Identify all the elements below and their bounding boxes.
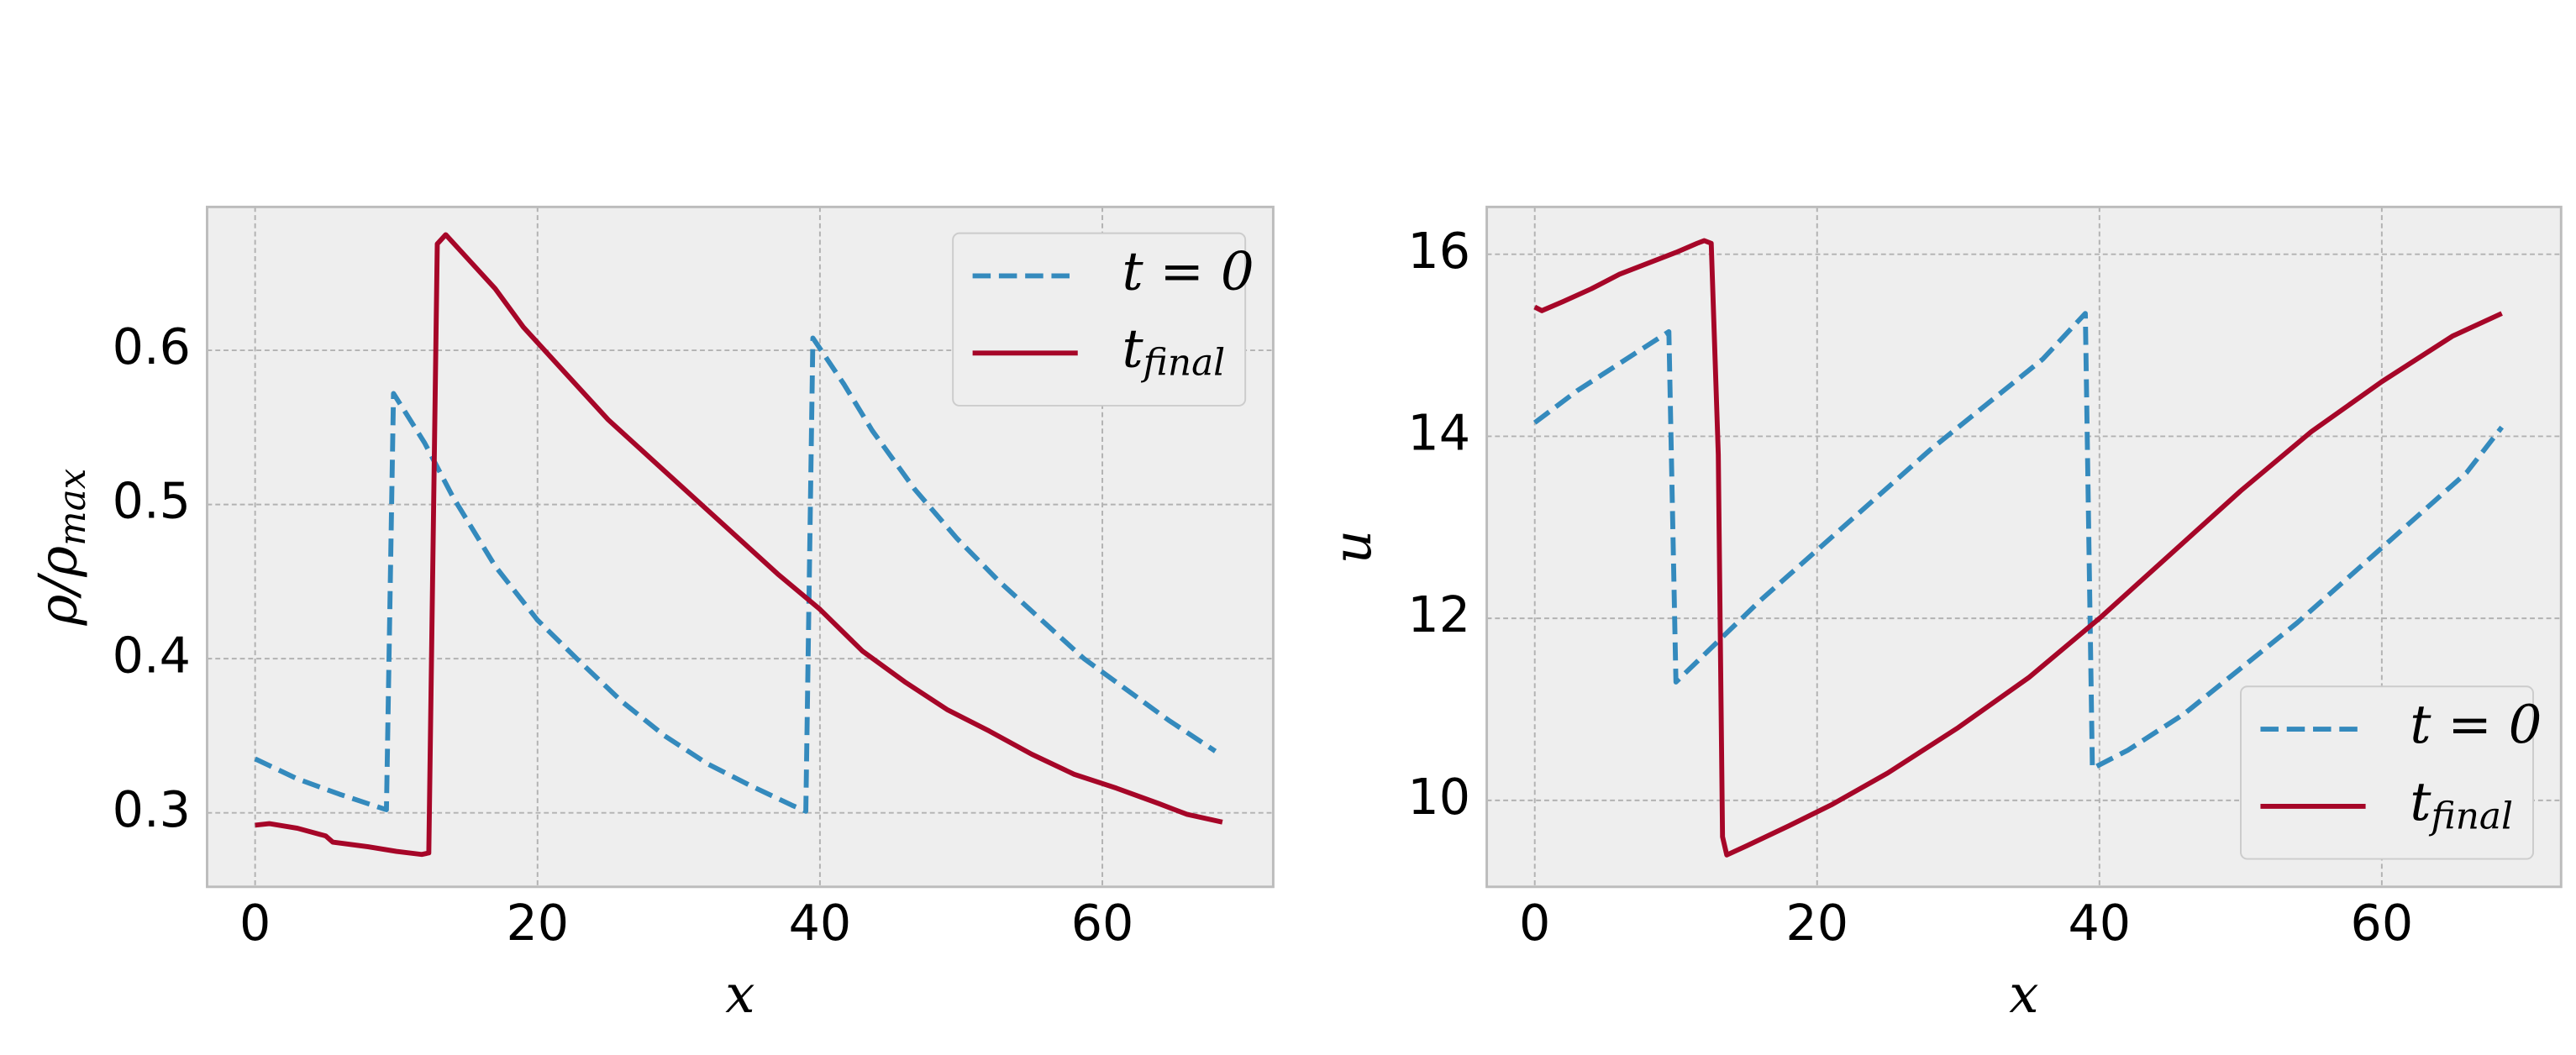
y-tick-label: 12 [1407,586,1470,643]
series-line [255,232,1223,858]
x-tick-label: 60 [2351,895,2414,952]
x-axis-label: x [725,963,754,1025]
x-tick-label: 40 [2068,895,2131,952]
y-tick-label: 0.3 [113,781,191,838]
x-axis-label: x [2009,963,2038,1025]
plot-border [1485,205,2563,889]
y-tick-label: 0.6 [113,318,191,375]
y-axis-label: ρ/ρmax [28,468,94,626]
x-tick-label: 20 [1785,895,1848,952]
x-tick-label: 0 [1519,895,1550,952]
y-tick-label: 14 [1407,405,1470,462]
series-line [1533,238,2503,858]
legend-label: t = 0 [2410,694,2542,755]
x-tick-label: 20 [506,895,569,952]
y-axis-label: u [1322,530,1383,564]
x-tick-label: 0 [239,895,271,952]
legend-label: t = 0 [1122,241,1254,302]
y-tick-label: 0.4 [113,627,191,684]
y-tick-label: 0.5 [113,473,191,530]
x-tick-label: 40 [789,895,852,952]
y-tick-label: 10 [1407,769,1470,826]
x-tick-label: 60 [1071,895,1134,952]
plot-border [206,205,1275,889]
y-tick-label: 16 [1407,223,1470,280]
series-line [254,335,1217,814]
